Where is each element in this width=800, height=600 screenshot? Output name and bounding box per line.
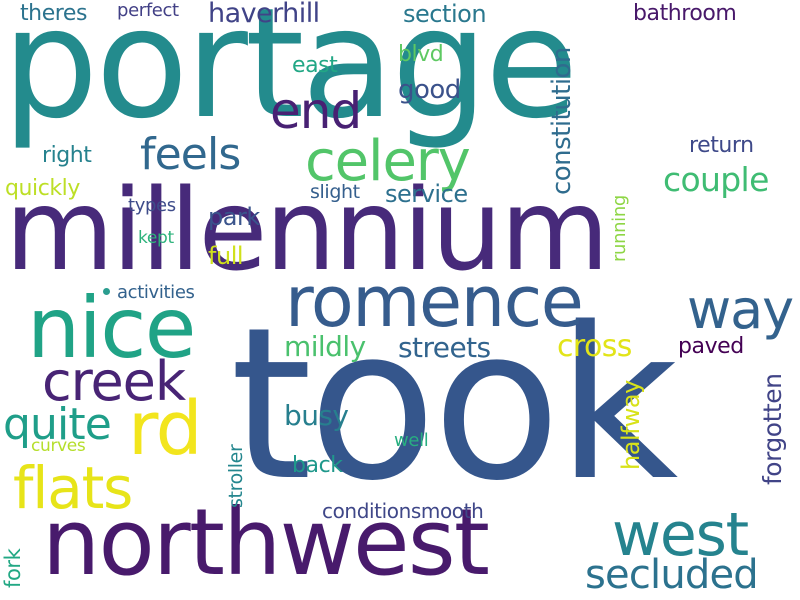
word-secluded: secluded [585,552,759,598]
word-bathroom: bathroom [633,1,737,26]
word-feels: feels [140,129,241,180]
word-slight: slight [310,181,360,203]
word-quite: quite [3,399,112,450]
word-constitution: constitution [547,47,577,195]
word-rd: rd [128,386,203,472]
word-theres: theres [20,1,88,26]
word-return: return [689,133,754,158]
word-creek: creek [42,350,186,413]
word-quickly: quickly [5,176,80,201]
word-end: end [270,82,362,140]
word-way: way [687,278,794,341]
word-fork: fork [1,548,25,588]
word-paved: paved [678,334,744,359]
word-good: good [398,75,461,105]
word-activities: activities [117,282,195,303]
word-blvd: blvd [398,42,444,67]
word-perfect: perfect [117,0,179,21]
word-portage: portage [2,0,578,152]
word-took: took [230,282,678,527]
word-couple: couple [663,160,769,199]
word-park: park [208,203,260,231]
word-millennium: millennium [5,166,609,296]
word-well: well [394,430,429,451]
word-busy: busy [284,399,349,432]
word-halfway: halfway [617,380,645,470]
word-full: full [208,242,244,270]
word-flats: flats [13,454,133,522]
word-stroller: stroller [225,444,247,508]
word-running: running [609,195,630,262]
word-romence: romence [285,261,584,343]
word-back: back [292,453,343,478]
dot-mark [103,288,110,295]
word-kept: kept [138,228,174,248]
word-nice: nice [27,279,196,377]
word-mildly: mildly [284,330,366,363]
word-haverhill: haverhill [208,0,320,29]
word-types: types [128,195,176,216]
word-right: right [42,143,92,168]
word-service: service [385,180,468,208]
word-northwest: northwest [42,489,490,596]
word-section: section [403,0,487,28]
word-curves: curves [31,436,86,456]
word-west: west [612,500,749,570]
word-celery: celery [305,129,471,194]
word-forgotten: forgotten [758,373,787,485]
word-streets: streets [398,331,491,364]
word-cross: cross [557,329,632,364]
word-conditionsmooth: conditionsmooth [322,499,484,523]
word-east: east [292,53,338,78]
